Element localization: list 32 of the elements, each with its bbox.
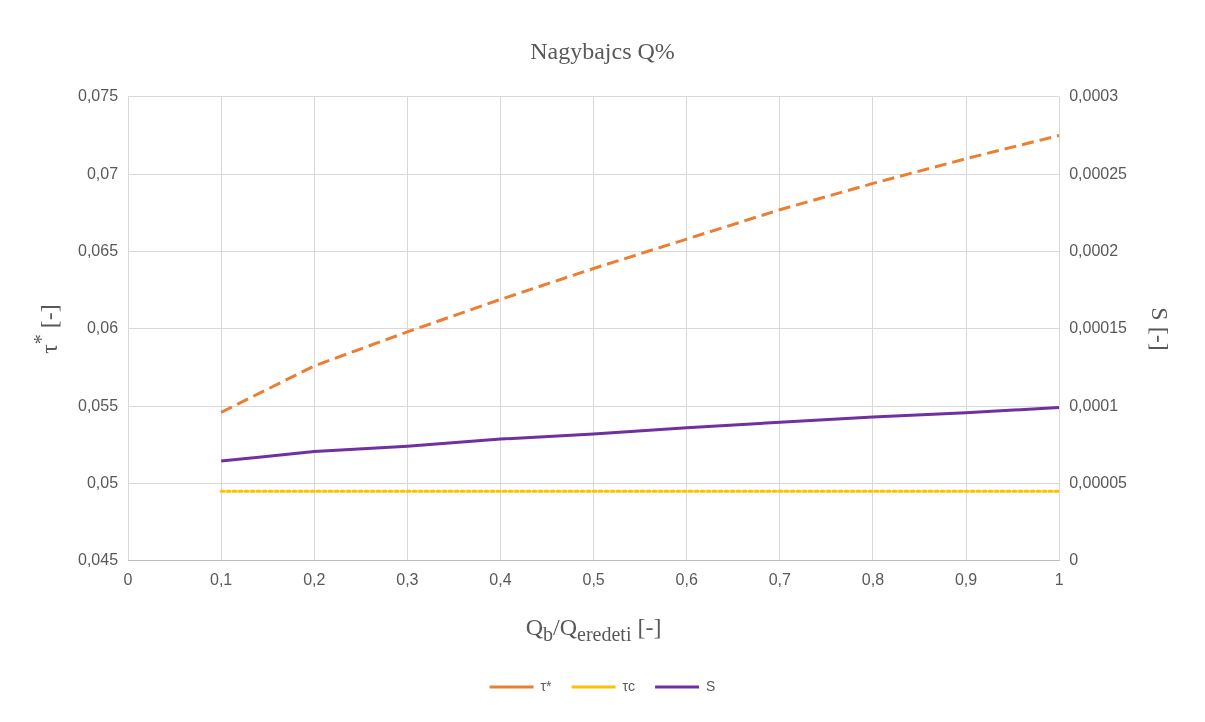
x-tick-label: 0,8 bbox=[861, 570, 885, 588]
x-tick-label: 0,1 bbox=[210, 570, 233, 588]
x-tick-label: 0,2 bbox=[303, 570, 326, 588]
x-tick-label: 0,3 bbox=[396, 570, 419, 588]
y-tick-label: 0,05 bbox=[86, 473, 119, 491]
x-tick-label: 0,6 bbox=[675, 570, 698, 588]
y2-tick-label: 0,00005 bbox=[1069, 473, 1128, 491]
line-series bbox=[219, 133, 1060, 414]
y-tick-label: 0,045 bbox=[77, 551, 119, 569]
x-axis-title: Q$_{b}$/Q$_{eredeti}$ [-] bbox=[525, 614, 662, 646]
x-tick-label: 1 bbox=[1054, 570, 1064, 588]
y2-tick-label: 0,00025 bbox=[1069, 164, 1128, 182]
x-tick-label: 0,4 bbox=[489, 570, 512, 588]
y2-axis-title: S [-] bbox=[1145, 307, 1173, 351]
y-tick-label: 0,06 bbox=[86, 319, 119, 337]
y-tick-label: 0,065 bbox=[77, 241, 119, 259]
y2-tick-label: 0,00015 bbox=[1069, 319, 1128, 337]
x-tick-label: 0,9 bbox=[954, 570, 978, 588]
y-tick-label: 0,075 bbox=[77, 87, 119, 105]
y-tick-label: 0,07 bbox=[86, 164, 119, 182]
legend-label: τc bbox=[622, 677, 636, 694]
x-tick-label: 0,7 bbox=[768, 570, 792, 588]
x-tick-label: 0,5 bbox=[582, 570, 605, 588]
y2-tick-label: 0,0003 bbox=[1069, 87, 1119, 105]
y2-tick-label: 0,0001 bbox=[1069, 396, 1119, 414]
x-tick-label: 0 bbox=[123, 570, 133, 588]
y2-tick-label: 0 bbox=[1069, 551, 1079, 569]
y-tick-label: 0,055 bbox=[77, 396, 119, 414]
y2-tick-label: 0,0002 bbox=[1069, 241, 1119, 259]
legend-label: S bbox=[706, 677, 716, 694]
legend-label: τ* bbox=[540, 677, 553, 694]
chart-title: Nagybajcs Q% bbox=[530, 37, 675, 64]
